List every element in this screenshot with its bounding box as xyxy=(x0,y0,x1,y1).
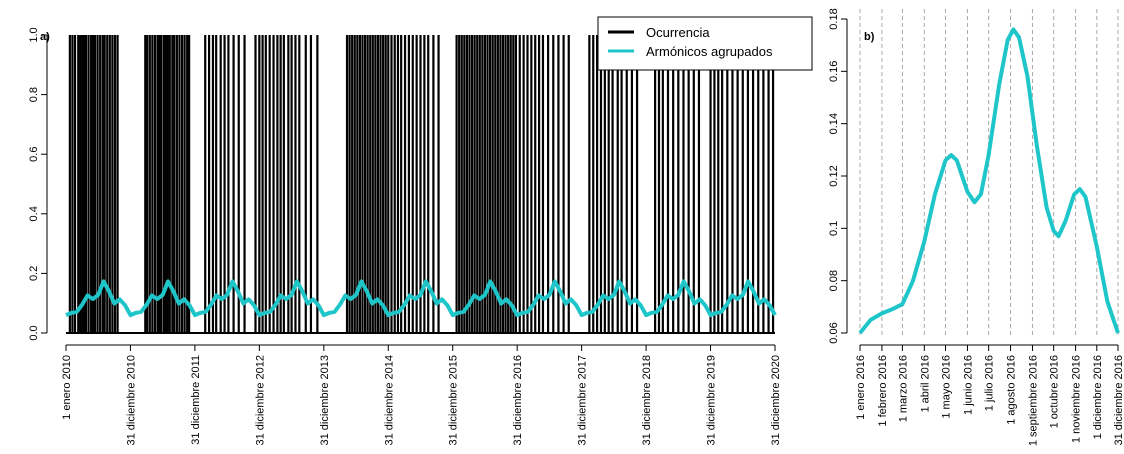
x-tick-label: 1 junio 2016 xyxy=(962,355,974,415)
x-tick-label: 31 diciembre 2016 xyxy=(512,355,524,446)
y-tick-label: 0.18 xyxy=(828,8,840,29)
x-tick-label: 1 agosto 2016 xyxy=(1006,355,1018,425)
y-tick-label: 0.12 xyxy=(828,165,840,186)
x-tick-label: 31 diciembre 2019 xyxy=(706,355,718,446)
x-tick-label: 1 enero 2016 xyxy=(855,355,867,420)
x-tick-label: 1 septiembre 2016 xyxy=(1027,355,1039,446)
harmonic-line xyxy=(858,27,1120,335)
y-tick-label: 0.14 xyxy=(828,113,840,134)
legend: Ocurrencia Armónicos agrupados xyxy=(597,16,813,71)
x-tick-label: 31 diciembre 2016 xyxy=(1113,355,1124,446)
panel: 0.0 0.2 0.4 0.6 0.8 1.0 1 enero 2010 31 diciemb… xyxy=(28,16,813,446)
legend-label: Armónicos agrupados xyxy=(646,44,773,59)
y-tick-label: 0.1 xyxy=(828,221,840,236)
y-tick-label: 0.2 xyxy=(28,266,40,281)
harmonic-line xyxy=(65,279,777,318)
x-tick-label: 31 diciembre 2012 xyxy=(254,355,266,446)
y-tick-label: 0.0 xyxy=(28,325,40,340)
x-tick-label: 31 diciembre 2017 xyxy=(577,355,589,446)
panel-label: a) xyxy=(40,31,50,43)
x-tick-label: 1 octubre 2016 xyxy=(1049,355,1061,428)
x-tick-label: 1 julio 2016 xyxy=(984,355,996,411)
legend-box xyxy=(597,16,813,71)
x-tick-label: 1 noviembre 2016 xyxy=(1071,355,1083,443)
x-tick-label: 1 marzo 2016 xyxy=(897,355,909,422)
x-tick-label: 1 diciembre 2016 xyxy=(1092,355,1104,439)
x-tick-label: 31 diciembre 2018 xyxy=(641,355,653,446)
y-tick-label: 0.16 xyxy=(828,61,840,82)
y-tick-label: 0.4 xyxy=(28,206,40,221)
x-tick-label: 31 diciembre 2013 xyxy=(319,355,331,446)
x-tick-label: 31 diciembre 2015 xyxy=(448,355,460,446)
y-tick-label: 1.0 xyxy=(28,27,40,42)
y-tick-label: 0.06 xyxy=(828,322,840,343)
x-tick-label: 1 mayo 2016 xyxy=(941,355,953,419)
y-tick-label: 0.6 xyxy=(28,147,40,162)
x-tick-label: 31 diciembre 2011 xyxy=(190,355,202,445)
x-tick-label: 1 febrero 2016 xyxy=(877,355,889,427)
y-tick-label: 0.08 xyxy=(828,270,840,291)
x-tick-label: 1 enero 2010 xyxy=(61,355,73,420)
x-tick-label: 31 diciembre 2010 xyxy=(125,355,137,446)
x-tick-label: 31 diciembre 2014 xyxy=(383,355,395,446)
x-tick-label: 31 diciembre 2020 xyxy=(770,355,782,446)
legend-label: Ocurrencia xyxy=(646,25,710,40)
panel-label: b) xyxy=(864,31,875,43)
y-tick-label: 0.8 xyxy=(28,87,40,102)
x-tick-label: 1 abril 2016 xyxy=(919,355,931,413)
panel: 0.06 0.08 0.1 0.12 0.14 0.16 0.18 1 enero 2016 1… xyxy=(828,8,1124,446)
